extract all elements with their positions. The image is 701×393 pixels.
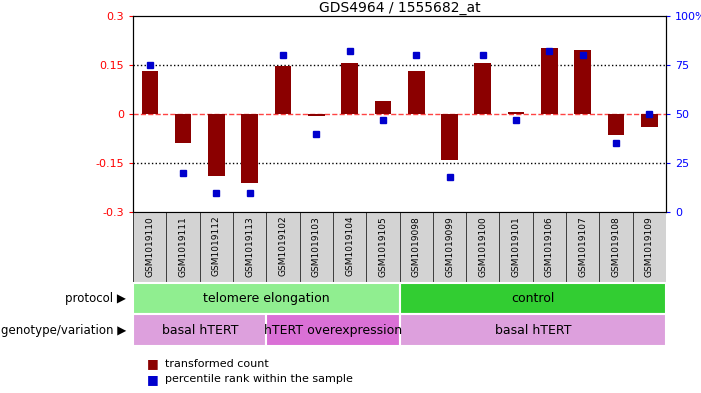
Text: GSM1019109: GSM1019109 [645,216,654,277]
Bar [142,72,158,114]
Bar [341,63,358,114]
Bar [475,63,491,114]
Bar [308,114,325,116]
Text: hTERT overexpression: hTERT overexpression [264,323,402,337]
Text: genotype/variation ▶: genotype/variation ▶ [1,323,126,337]
Text: GSM1019098: GSM1019098 [411,216,421,277]
Bar [208,114,225,176]
Text: GSM1019105: GSM1019105 [379,216,388,277]
Bar [241,114,258,183]
Text: GSM1019099: GSM1019099 [445,216,454,277]
Text: GSM1019100: GSM1019100 [478,216,487,277]
Bar [508,112,524,114]
Bar [266,314,400,346]
Bar [408,72,425,114]
Text: GSM1019104: GSM1019104 [345,216,354,276]
Bar [574,50,591,114]
Bar [641,114,658,127]
Bar [400,283,666,314]
Text: protocol ▶: protocol ▶ [65,292,126,305]
Bar [541,48,558,114]
Bar [133,314,266,346]
Bar [608,114,625,135]
Text: ■: ■ [147,373,159,386]
Text: GSM1019107: GSM1019107 [578,216,587,277]
Text: control: control [511,292,554,305]
Text: GSM1019111: GSM1019111 [179,216,188,277]
Text: GSM1019102: GSM1019102 [278,216,287,276]
Text: percentile rank within the sample: percentile rank within the sample [165,374,353,384]
Bar [374,101,391,114]
Text: telomere elongation: telomere elongation [203,292,329,305]
Text: basal hTERT: basal hTERT [494,323,571,337]
Bar [133,283,400,314]
Title: GDS4964 / 1555682_at: GDS4964 / 1555682_at [319,1,480,15]
Text: GSM1019110: GSM1019110 [145,216,154,277]
Text: GSM1019112: GSM1019112 [212,216,221,276]
Text: ■: ■ [147,357,159,370]
Text: transformed count: transformed count [165,358,268,369]
Bar [275,66,292,114]
Bar [400,314,666,346]
Text: basal hTERT: basal hTERT [161,323,238,337]
Bar [175,114,191,143]
Text: GSM1019103: GSM1019103 [312,216,321,277]
Text: GSM1019108: GSM1019108 [611,216,620,277]
Text: GSM1019113: GSM1019113 [245,216,254,277]
Text: GSM1019106: GSM1019106 [545,216,554,277]
Bar [441,114,458,160]
Text: GSM1019101: GSM1019101 [512,216,521,277]
